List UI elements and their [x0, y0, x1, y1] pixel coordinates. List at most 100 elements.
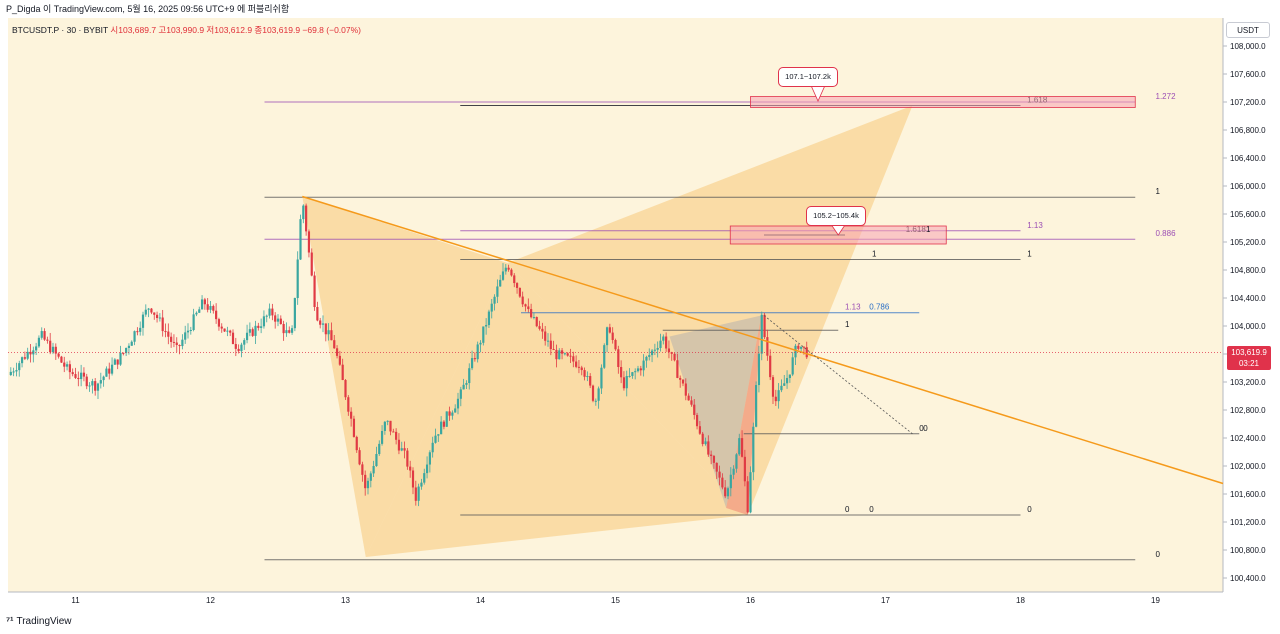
- candle-bull: [113, 359, 116, 365]
- candle-bear: [507, 267, 510, 270]
- x-tick-label: 13: [341, 596, 350, 605]
- candle-bull: [468, 368, 471, 384]
- candle-bull: [738, 438, 741, 455]
- candle-bull: [40, 331, 43, 338]
- current-price-tag: 103,619.9 03:21: [1227, 346, 1271, 370]
- fib-level-label: 1: [926, 225, 931, 234]
- candle-bull: [119, 352, 122, 365]
- symbol-name[interactable]: BTCUSDT.P · 30 · BYBIT: [12, 25, 109, 35]
- candle-bear: [330, 330, 333, 341]
- candle-bull: [290, 328, 294, 333]
- y-tick-label: 100,800.0: [1230, 546, 1266, 555]
- candle-bear: [231, 332, 235, 345]
- candle-bull: [91, 381, 94, 386]
- candle-bear: [544, 331, 547, 341]
- currency-button[interactable]: USDT: [1226, 22, 1270, 38]
- y-tick-label: 104,000.0: [1230, 322, 1266, 331]
- candle-bear: [614, 339, 617, 350]
- candle-bear: [774, 396, 777, 402]
- y-tick-label: 103,200.0: [1230, 378, 1266, 387]
- candle-bear: [175, 342, 178, 346]
- candle-bear: [220, 326, 223, 329]
- candle-bull: [634, 371, 637, 373]
- candle-bull: [532, 317, 536, 319]
- candle-bull: [470, 358, 474, 369]
- candle-bear: [575, 361, 578, 367]
- fib-level-label: 1: [1156, 187, 1161, 196]
- candle-bear: [23, 357, 26, 359]
- candle-bull: [144, 309, 147, 315]
- candle-bear: [569, 355, 572, 357]
- candle-bull: [603, 345, 606, 368]
- candle-bull: [15, 370, 18, 372]
- y-tick-label: 108,000.0: [1230, 42, 1266, 51]
- candle-bear: [237, 348, 240, 352]
- x-tick-label: 19: [1151, 596, 1160, 605]
- candle-bull: [262, 316, 266, 327]
- candle-bear: [710, 454, 713, 456]
- candle-bear: [364, 474, 367, 489]
- candle-bear: [288, 330, 291, 333]
- candle-bear: [347, 397, 350, 412]
- candle-bear: [271, 308, 274, 316]
- candle-bull: [493, 296, 496, 304]
- candle-bear: [310, 252, 313, 276]
- candle-bull: [18, 363, 21, 371]
- fib-level-label: 0: [869, 505, 874, 514]
- harmonic-triangle-small: [726, 315, 762, 515]
- candle-bull: [372, 466, 375, 474]
- candle-bear: [695, 414, 699, 427]
- candle-bear: [164, 331, 167, 333]
- candle-bear: [178, 345, 181, 347]
- candle-bear: [473, 358, 476, 360]
- candle-bear: [771, 377, 775, 397]
- candle-bear: [344, 380, 347, 398]
- candle-bull: [726, 488, 730, 497]
- tradingview-logo[interactable]: ⁷¹ TradingView: [6, 616, 72, 627]
- candle-bull: [420, 482, 423, 487]
- candle-bull: [51, 346, 55, 353]
- candle-bear: [538, 326, 541, 329]
- candle-bear: [29, 351, 32, 355]
- target-callout-lower[interactable]: 105.2~105.4k: [806, 206, 866, 226]
- candle-bull: [105, 368, 108, 377]
- candle-bull: [192, 314, 195, 330]
- candle-bull: [293, 298, 296, 329]
- candle-bull: [127, 345, 131, 349]
- candle-bull: [99, 380, 102, 384]
- candle-bull: [459, 389, 462, 399]
- candle-bear: [448, 411, 451, 416]
- candle-bear: [60, 356, 63, 363]
- candle-bull: [636, 368, 640, 372]
- candle-bear: [724, 487, 727, 497]
- target-callout-upper[interactable]: 107.1~107.2k: [778, 67, 838, 87]
- candle-bull: [648, 355, 651, 357]
- candle-bull: [605, 327, 609, 346]
- y-tick-label: 105,200.0: [1230, 238, 1266, 247]
- candle-bull: [9, 371, 12, 375]
- candle-bull: [729, 474, 732, 489]
- candle-bear: [395, 431, 398, 440]
- fib-level-label: 0.786: [869, 303, 890, 312]
- candle-bear: [805, 347, 808, 358]
- candle-bear: [411, 470, 415, 488]
- candle-bull: [12, 371, 15, 373]
- candle-bull: [380, 430, 384, 444]
- candle-bear: [282, 323, 285, 334]
- fib-level-label: 1: [845, 320, 850, 329]
- harmonic-triangle-large: [302, 196, 508, 557]
- candle-bull: [296, 259, 299, 299]
- candle-bull: [780, 385, 783, 391]
- candle-bear: [403, 448, 406, 451]
- candle-bear: [335, 348, 339, 356]
- candle-bear: [274, 315, 277, 322]
- candle-bull: [653, 349, 656, 351]
- harmonic-triangle-small: [669, 315, 762, 508]
- y-tick-label: 107,600.0: [1230, 70, 1266, 79]
- candle-bear: [324, 323, 327, 335]
- candle-bear: [71, 372, 74, 375]
- candle-bear: [350, 411, 353, 419]
- bar-countdown: 03:21: [1238, 359, 1260, 368]
- candle-bull: [757, 353, 761, 386]
